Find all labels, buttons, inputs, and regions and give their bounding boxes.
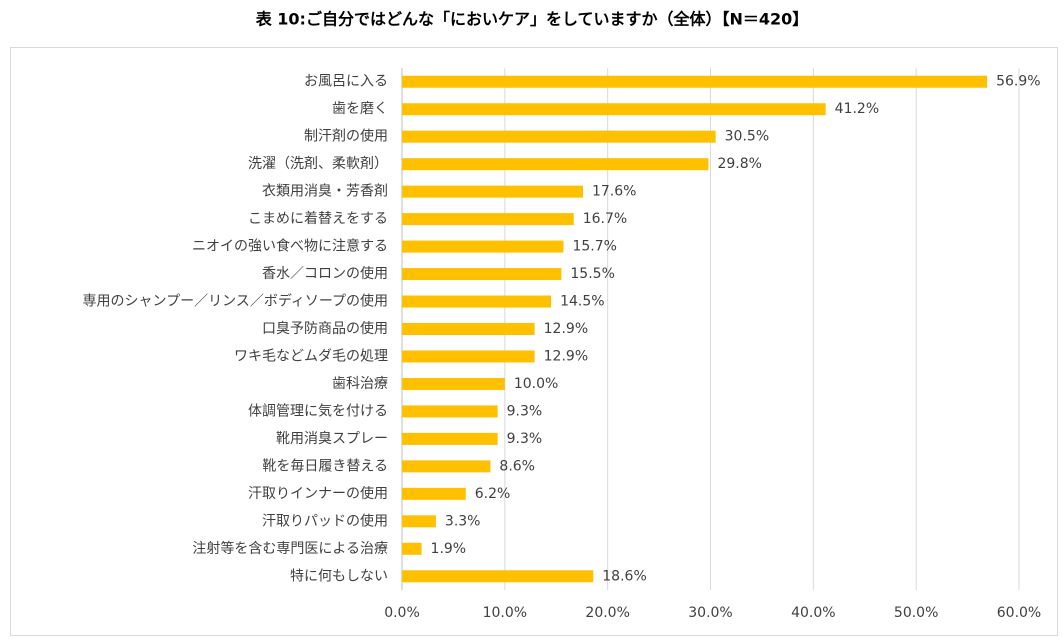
bar: [402, 432, 498, 445]
value-label: 41.2%: [835, 101, 879, 117]
bar: [402, 405, 498, 418]
value-label: 9.3%: [507, 431, 543, 447]
value-label: 18.6%: [602, 568, 646, 584]
y-tick-label: ニオイの強い食べ物に注意する: [192, 238, 388, 255]
value-label: 6.2%: [475, 486, 511, 502]
y-tick-label: 汗取りパッドの使用: [262, 512, 388, 529]
y-tick-label: 歯科治療: [332, 375, 388, 392]
y-tick-label: こまめに着替えをする: [248, 211, 388, 227]
value-label: 16.7%: [583, 211, 627, 227]
bar: [402, 460, 491, 473]
value-label: 15.7%: [572, 239, 616, 255]
value-label: 9.3%: [507, 403, 543, 419]
bar: [402, 487, 466, 500]
value-label: 15.5%: [570, 266, 614, 282]
y-tick-label: お風呂に入る: [304, 74, 388, 90]
y-tick-label: 香水／コロンの使用: [262, 265, 388, 282]
x-tick-label: 50.0%: [894, 605, 938, 621]
value-label: 12.9%: [544, 321, 588, 337]
value-label: 1.9%: [431, 541, 467, 557]
y-tick-label: 歯を磨く: [332, 101, 388, 117]
value-label: 56.9%: [996, 74, 1040, 90]
value-label: 17.6%: [592, 184, 636, 200]
x-tick-label: 60.0%: [997, 605, 1041, 621]
bar: [402, 185, 583, 198]
x-tick-label: 10.0%: [483, 605, 527, 621]
bar: [402, 158, 709, 171]
bar: [402, 268, 562, 281]
y-tick-label: 専用のシャンプー／リンス／ボディソープの使用: [83, 293, 388, 310]
y-tick-label: 体調管理に気を付ける: [248, 403, 388, 419]
bar: [402, 323, 535, 335]
value-label: 10.0%: [514, 376, 558, 392]
bar: [402, 240, 564, 253]
bar: [402, 213, 574, 226]
chart-frame: [10, 47, 1058, 636]
x-tick-label: 40.0%: [791, 605, 835, 621]
bar: [402, 75, 988, 88]
value-label: 12.9%: [544, 348, 588, 364]
value-label: 29.8%: [717, 156, 761, 172]
value-label: 30.5%: [725, 129, 769, 145]
value-label: 14.5%: [560, 294, 604, 310]
bar: [402, 570, 594, 583]
y-tick-label: 特に何もしない: [290, 568, 388, 584]
x-tick-label: 0.0%: [384, 605, 420, 621]
y-tick-label: 注射等を含む専門医による治療: [192, 540, 388, 557]
bar: [402, 515, 436, 528]
y-tick-label: 靴を毎日履き替える: [262, 458, 388, 474]
bar: [402, 350, 535, 363]
y-tick-label: 洗濯（洗剤、柔軟剤）: [248, 156, 388, 172]
bar: [402, 130, 716, 143]
y-tick-label: 衣類用消臭・芳香剤: [262, 183, 388, 200]
x-tick-label: 20.0%: [585, 605, 629, 621]
y-tick-label: 汗取りインナーの使用: [248, 485, 388, 502]
bar: [402, 295, 552, 308]
value-label: 3.3%: [445, 513, 481, 529]
y-tick-label: ワキ毛などムダ毛の処理: [234, 348, 388, 364]
bar: [402, 542, 422, 555]
x-tick-label: 30.0%: [688, 605, 732, 621]
value-label: 8.6%: [499, 458, 535, 474]
y-tick-label: 口臭予防商品の使用: [262, 320, 388, 337]
y-tick-label: 靴用消臭スプレー: [276, 431, 388, 447]
y-tick-label: 制汗剤の使用: [304, 128, 388, 145]
bar: [402, 103, 826, 116]
chart-title: 表 10:ご自分ではどんな「においケア」をしていますか（全体）【N＝420】: [255, 10, 809, 29]
bar: [402, 377, 505, 390]
